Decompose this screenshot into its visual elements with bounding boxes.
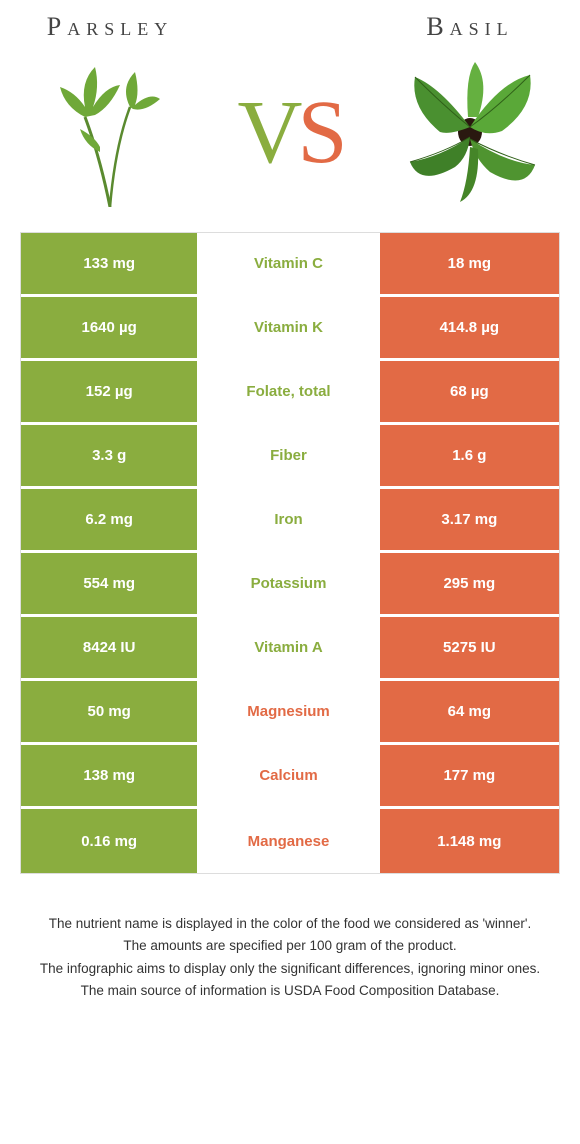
table-row: 133 mgVitamin C18 mg	[21, 233, 559, 297]
nutrient-label: Potassium	[200, 553, 379, 614]
right-value: 68 µg	[380, 361, 559, 422]
right-value: 177 mg	[380, 745, 559, 806]
left-value: 3.3 g	[21, 425, 200, 486]
footer-line-2: The amounts are specified per 100 gram o…	[24, 936, 556, 956]
table-row: 554 mgPotassium295 mg	[21, 553, 559, 617]
footer-line-4: The main source of information is USDA F…	[24, 981, 556, 1001]
right-value: 1.148 mg	[380, 809, 559, 873]
nutrient-comparison-table: 133 mgVitamin C18 mg1640 µgVitamin K414.…	[20, 232, 560, 874]
nutrient-label: Magnesium	[200, 681, 379, 742]
right-value: 3.17 mg	[380, 489, 559, 550]
table-row: 3.3 gFiber1.6 g	[21, 425, 559, 489]
vs-label: VS	[200, 81, 380, 184]
nutrient-label: Fiber	[200, 425, 379, 486]
vs-v: V	[237, 83, 297, 182]
basil-icon	[390, 57, 550, 207]
nutrient-label: Calcium	[200, 745, 379, 806]
footer-notes: The nutrient name is displayed in the co…	[0, 874, 580, 1001]
left-value: 0.16 mg	[21, 809, 200, 873]
table-row: 50 mgMagnesium64 mg	[21, 681, 559, 745]
table-row: 152 µgFolate, total68 µg	[21, 361, 559, 425]
nutrient-label: Manganese	[200, 809, 379, 873]
table-row: 8424 IUVitamin A5275 IU	[21, 617, 559, 681]
table-row: 1640 µgVitamin K414.8 µg	[21, 297, 559, 361]
right-value: 18 mg	[380, 233, 559, 294]
right-value: 414.8 µg	[380, 297, 559, 358]
footer-line-1: The nutrient name is displayed in the co…	[24, 914, 556, 934]
header-titles: Parsley Basil	[0, 0, 580, 42]
parsley-icon	[45, 57, 175, 207]
table-row: 0.16 mgManganese1.148 mg	[21, 809, 559, 873]
nutrient-label: Folate, total	[200, 361, 379, 422]
left-value: 1640 µg	[21, 297, 200, 358]
left-value: 138 mg	[21, 745, 200, 806]
left-value: 133 mg	[21, 233, 200, 294]
right-value: 64 mg	[380, 681, 559, 742]
left-value: 50 mg	[21, 681, 200, 742]
nutrient-label: Vitamin K	[200, 297, 379, 358]
left-value: 6.2 mg	[21, 489, 200, 550]
vs-s: S	[297, 83, 342, 182]
table-row: 6.2 mgIron3.17 mg	[21, 489, 559, 553]
footer-line-3: The infographic aims to display only the…	[24, 959, 556, 979]
nutrient-label: Vitamin C	[200, 233, 379, 294]
table-row: 138 mgCalcium177 mg	[21, 745, 559, 809]
left-value: 8424 IU	[21, 617, 200, 678]
right-value: 295 mg	[380, 553, 559, 614]
left-value: 554 mg	[21, 553, 200, 614]
basil-image	[380, 52, 560, 212]
parsley-image	[20, 52, 200, 212]
nutrient-label: Vitamin A	[200, 617, 379, 678]
left-value: 152 µg	[21, 361, 200, 422]
right-value: 1.6 g	[380, 425, 559, 486]
right-food-title: Basil	[380, 12, 560, 42]
left-food-title: Parsley	[20, 12, 200, 42]
nutrient-label: Iron	[200, 489, 379, 550]
header-images-row: VS	[0, 42, 580, 232]
right-value: 5275 IU	[380, 617, 559, 678]
